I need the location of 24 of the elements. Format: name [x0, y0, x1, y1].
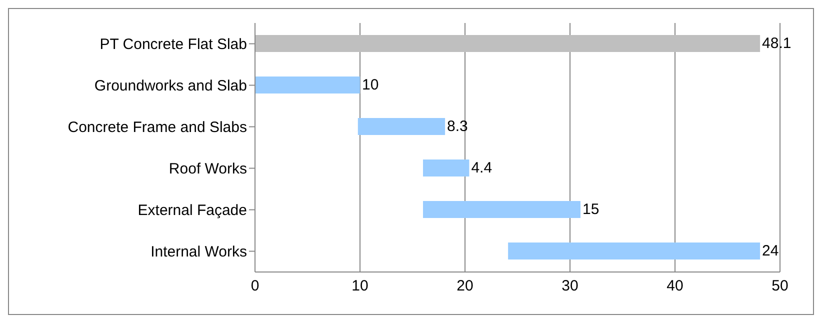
- data-label: 15: [582, 201, 600, 218]
- x-tick-label: 10: [352, 278, 368, 295]
- bar: [255, 35, 760, 52]
- x-tick-label: 30: [562, 278, 578, 295]
- y-tick-label: PT Concrete Flat Slab: [100, 36, 247, 54]
- x-tick-label: 20: [456, 278, 474, 295]
- data-label: 24: [762, 242, 779, 260]
- data-label: 10: [362, 76, 379, 94]
- bar: [358, 118, 446, 135]
- y-tick-label: Internal Works: [150, 244, 247, 261]
- y-tick-label: Groundworks and Slab: [94, 78, 247, 95]
- x-tick-label: 50: [772, 278, 788, 295]
- bar: [423, 201, 580, 218]
- data-label: 4.4: [471, 160, 492, 176]
- bar: [423, 160, 470, 176]
- y-tick-label: External Façade: [138, 202, 247, 220]
- y-tick-label: Roof Works: [168, 160, 247, 178]
- x-tick-label: 0: [250, 278, 260, 295]
- data-label: 48.1: [762, 35, 792, 52]
- y-tick-label: Concrete Frame and Slabs: [68, 119, 247, 136]
- bar: [508, 242, 760, 260]
- x-tick-label: 40: [666, 278, 684, 295]
- data-label: 8.3: [447, 118, 468, 135]
- bar: [255, 76, 360, 94]
